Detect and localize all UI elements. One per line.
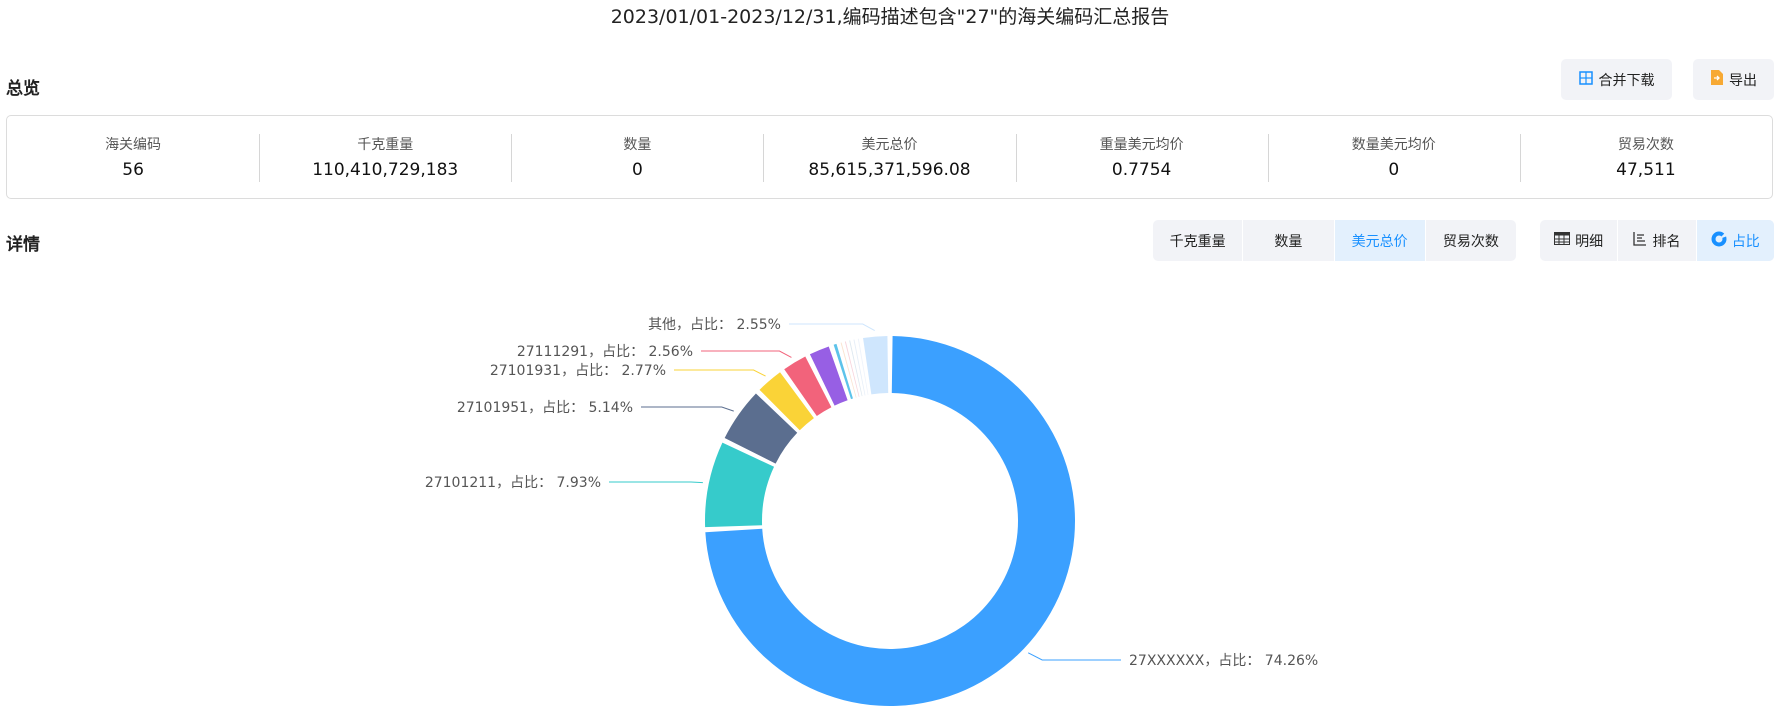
metric-value: 110,410,729,183 (312, 160, 459, 180)
report-title: 2023/01/01-2023/12/31,编码描述包含"27"的海关编码汇总报… (610, 6, 1170, 28)
metric-label: 数量 (623, 137, 652, 153)
metric-usd-total: 美元总价 85,615,371,596.08 (763, 134, 1015, 182)
metric-value: 0 (631, 160, 643, 180)
metric-tabs: 千克重量 数量 美元总价 贸易次数 (1153, 220, 1516, 261)
metric-label: 数量美元均价 (1351, 137, 1436, 153)
export-button[interactable]: 导出 (1693, 59, 1774, 100)
donut-slice[interactable] (849, 340, 863, 397)
label-leader-line (609, 481, 703, 484)
donut-slice-27101211[interactable] (705, 442, 775, 528)
metric-usd-per-weight: 重量美元均价 0.7754 (1015, 134, 1268, 182)
donut-slice[interactable] (809, 346, 848, 406)
donut-slice[interactable] (844, 341, 860, 397)
tab-detail-label: 明细 (1575, 233, 1604, 250)
metric-quantity: 数量 0 (511, 134, 763, 182)
tab-trade-count[interactable]: 贸易次数 (1424, 220, 1516, 261)
metric-value: 0.7754 (1111, 160, 1172, 180)
donut-slice[interactable] (840, 342, 857, 398)
ranking-icon (1633, 231, 1647, 250)
donut-slice-其他[interactable] (863, 336, 889, 395)
slice-label: 27101951，占比： 5.14% (457, 400, 633, 416)
tab-usd-total[interactable]: 美元总价 (1333, 220, 1425, 261)
merge-download-button[interactable]: 合并下载 (1561, 59, 1672, 100)
label-leader-line (1027, 652, 1121, 661)
tab-ranking[interactable]: 排名 (1617, 220, 1695, 261)
donut-slice-27101951[interactable] (724, 393, 798, 464)
metric-label: 千克重量 (357, 137, 414, 153)
overview-heading: 总览 (6, 79, 40, 99)
metric-value: 85,615,371,596.08 (808, 160, 971, 180)
tab-ranking-label: 排名 (1652, 233, 1681, 250)
donut-slice[interactable] (833, 343, 853, 400)
tab-weight[interactable]: 千克重量 (1169, 233, 1226, 250)
metric-label: 海关编码 (105, 137, 162, 153)
metric-hs-codes: 海关编码 56 (7, 134, 259, 180)
tab-proportion[interactable]: 占比 (1695, 220, 1774, 261)
tab-quantity[interactable]: 数量 (1242, 220, 1333, 261)
donut-chart-icon (1711, 231, 1727, 251)
donut-slice-27111291[interactable] (784, 356, 832, 416)
donut-slice-27101931[interactable] (759, 372, 814, 431)
tab-detail[interactable]: 明细 (1540, 220, 1617, 261)
metric-value: 47,511 (1616, 160, 1676, 180)
export-label: 导出 (1729, 72, 1757, 89)
metric-weight-kg: 千克重量 110,410,729,183 (259, 134, 511, 182)
label-leader-line (701, 350, 792, 358)
table-icon (1554, 232, 1571, 249)
export-file-icon (1710, 70, 1723, 89)
slice-label: 27111291，占比： 2.56% (517, 344, 693, 360)
metric-value: 56 (122, 160, 144, 180)
slice-label: 其他，占比： 2.55% (648, 317, 781, 333)
merge-download-label: 合并下载 (1598, 72, 1655, 89)
slice-label: 27101211，占比： 7.93% (425, 475, 601, 491)
slice-label: 27XXXXXX，占比： 74.26% (1129, 653, 1318, 669)
metric-usd-per-quantity: 数量美元均价 0 (1267, 134, 1520, 182)
donut-slice-27XXXXXX[interactable] (705, 336, 1076, 706)
details-heading: 详情 (6, 235, 40, 255)
overview-summary: 海关编码 56 千克重量 110,410,729,183 数量 0 美元总价 85,61… (6, 115, 1773, 199)
donut-slice[interactable] (857, 338, 869, 395)
label-leader-line (641, 406, 734, 412)
label-leader-line (674, 369, 766, 377)
slice-label: 27101931，占比： 2.77% (490, 363, 666, 379)
metric-label: 重量美元均价 (1099, 137, 1184, 153)
metric-label: 贸易次数 (1617, 137, 1674, 153)
donut-slice[interactable] (853, 339, 866, 396)
metric-value: 0 (1388, 160, 1400, 180)
tab-proportion-label: 占比 (1731, 233, 1760, 250)
view-tabs: 明细 排名 占比 (1540, 220, 1774, 261)
proportion-donut-chart: 27XXXXXX，占比： 74.26% 27101211，占比： 7.93% 271… (425, 317, 1318, 706)
metric-label: 美元总价 (861, 137, 918, 153)
merge-download-icon (1578, 70, 1593, 89)
metric-trade-count: 贸易次数 47,511 (1519, 134, 1772, 182)
label-leader-line (789, 323, 875, 332)
